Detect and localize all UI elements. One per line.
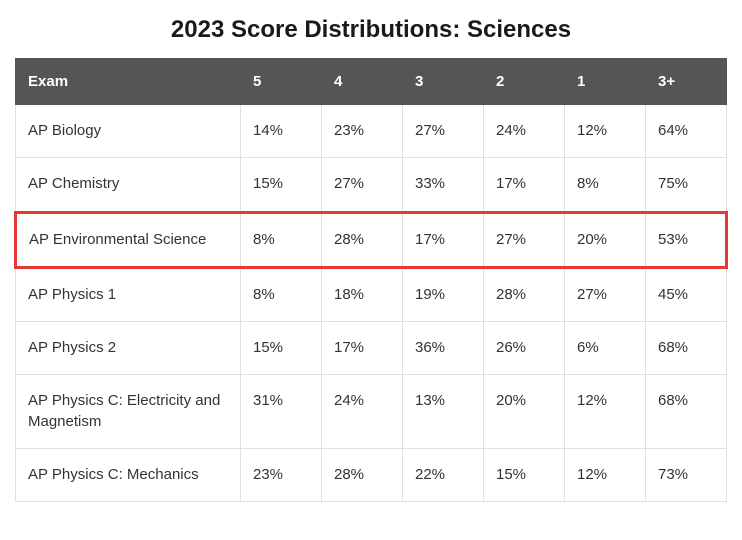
cell-score: 22% [403, 448, 484, 501]
cell-exam: AP Physics C: Electricity and Magnetism [16, 375, 241, 449]
cell-exam: AP Environmental Science [16, 212, 241, 267]
col-header-exam: Exam [16, 59, 241, 105]
table-row: AP Physics C: Mechanics23%28%22%15%12%73… [16, 448, 727, 501]
col-header-5: 5 [241, 59, 322, 105]
cell-exam: AP Chemistry [16, 158, 241, 212]
col-header-3plus: 3+ [646, 59, 727, 105]
cell-score: 28% [322, 448, 403, 501]
cell-score: 23% [322, 105, 403, 158]
col-header-2: 2 [484, 59, 565, 105]
cell-score: 28% [322, 212, 403, 267]
cell-score: 17% [484, 158, 565, 212]
table-row: AP Physics 18%18%19%28%27%45% [16, 267, 727, 321]
cell-score: 6% [565, 322, 646, 375]
page: 2023 Score Distributions: Sciences Exam … [0, 0, 742, 522]
score-table: Exam 5 4 3 2 1 3+ AP Biology14%23%27%24%… [14, 58, 728, 502]
table-body: AP Biology14%23%27%24%12%64%AP Chemistry… [16, 105, 727, 502]
col-header-3: 3 [403, 59, 484, 105]
cell-score: 15% [241, 158, 322, 212]
table-row: AP Biology14%23%27%24%12%64% [16, 105, 727, 158]
cell-score: 8% [241, 212, 322, 267]
table-header: Exam 5 4 3 2 1 3+ [16, 59, 727, 105]
cell-score: 15% [241, 322, 322, 375]
cell-score: 36% [403, 322, 484, 375]
cell-score: 19% [403, 267, 484, 321]
cell-score: 45% [646, 267, 727, 321]
table-row: AP Physics 215%17%36%26%6%68% [16, 322, 727, 375]
col-header-4: 4 [322, 59, 403, 105]
cell-exam: AP Physics 2 [16, 322, 241, 375]
cell-score: 12% [565, 448, 646, 501]
cell-score: 73% [646, 448, 727, 501]
cell-score: 24% [322, 375, 403, 449]
cell-score: 8% [565, 158, 646, 212]
cell-score: 20% [484, 375, 565, 449]
cell-score: 17% [322, 322, 403, 375]
cell-score: 64% [646, 105, 727, 158]
cell-score: 20% [565, 212, 646, 267]
cell-score: 26% [484, 322, 565, 375]
cell-exam: AP Biology [16, 105, 241, 158]
page-title: 2023 Score Distributions: Sciences [14, 16, 728, 44]
cell-score: 31% [241, 375, 322, 449]
table-header-row: Exam 5 4 3 2 1 3+ [16, 59, 727, 105]
cell-score: 68% [646, 375, 727, 449]
table-row: AP Chemistry15%27%33%17%8%75% [16, 158, 727, 212]
cell-score: 27% [484, 212, 565, 267]
cell-score: 14% [241, 105, 322, 158]
cell-score: 27% [322, 158, 403, 212]
cell-score: 18% [322, 267, 403, 321]
cell-exam: AP Physics 1 [16, 267, 241, 321]
cell-exam: AP Physics C: Mechanics [16, 448, 241, 501]
cell-score: 68% [646, 322, 727, 375]
cell-score: 12% [565, 375, 646, 449]
cell-score: 75% [646, 158, 727, 212]
cell-score: 15% [484, 448, 565, 501]
cell-score: 28% [484, 267, 565, 321]
cell-score: 23% [241, 448, 322, 501]
cell-score: 27% [403, 105, 484, 158]
cell-score: 8% [241, 267, 322, 321]
cell-score: 17% [403, 212, 484, 267]
table-row: AP Physics C: Electricity and Magnetism3… [16, 375, 727, 449]
cell-score: 27% [565, 267, 646, 321]
col-header-1: 1 [565, 59, 646, 105]
cell-score: 24% [484, 105, 565, 158]
table-row: AP Environmental Science8%28%17%27%20%53… [16, 212, 727, 267]
cell-score: 12% [565, 105, 646, 158]
cell-score: 53% [646, 212, 727, 267]
cell-score: 33% [403, 158, 484, 212]
cell-score: 13% [403, 375, 484, 449]
